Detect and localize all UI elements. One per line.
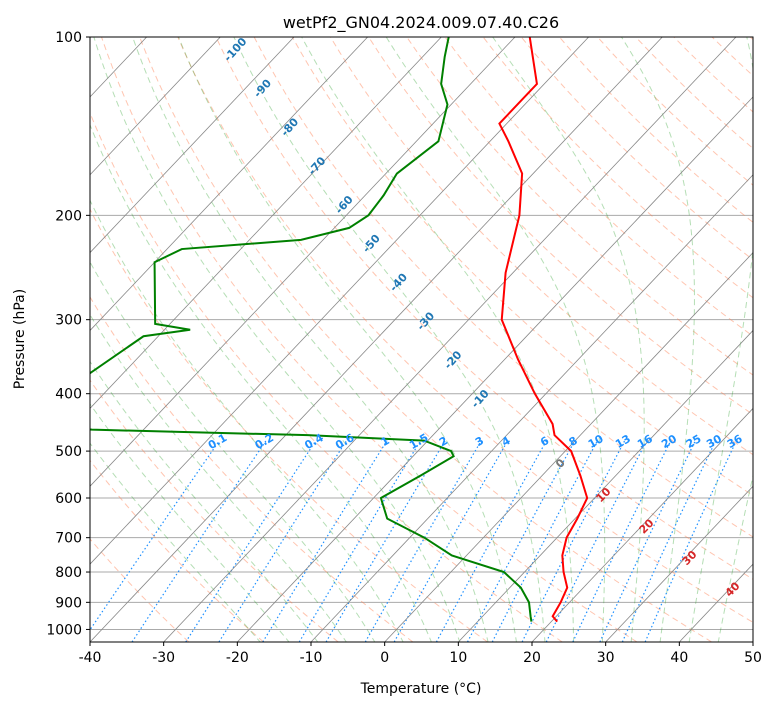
dry-adiabat-line — [482, 37, 753, 299]
x-tick-label: 20 — [523, 650, 541, 666]
dry-adiabat-line — [177, 37, 753, 623]
y-tick-label: 400 — [55, 387, 82, 403]
mixing-ratio-line — [545, 440, 648, 642]
moist-adiabat-line — [385, 37, 606, 642]
plot-frame — [89, 36, 754, 643]
temperature-profile-line — [498, 37, 589, 623]
isotherm-line — [90, 37, 516, 487]
moist-adiabat-line — [90, 360, 319, 642]
mixing-ratio-line — [644, 440, 738, 642]
moist-adiabat-line — [233, 37, 546, 642]
moist-adiabat-line — [492, 37, 645, 642]
mixing-ratio-line — [364, 440, 482, 642]
dewpoint-profile-line — [90, 37, 533, 622]
y-tick-label: 1000 — [46, 622, 82, 638]
moist-adiabat-line — [301, 37, 575, 642]
moist-adiabat-line — [717, 473, 753, 642]
x-axis-ticks: -40 -30 -20 -10 0 10 20 30 40 50 — [79, 642, 762, 666]
x-tick-label: -30 — [152, 650, 175, 666]
dry-adiabat-line — [90, 379, 339, 642]
mixing-ratio-line — [521, 440, 626, 642]
dry-adiabat-line — [215, 37, 753, 580]
moist-adiabat-line — [132, 37, 489, 642]
dry-adiabat-line — [520, 37, 753, 261]
isotherm-line — [90, 37, 295, 254]
y-tick-label: 500 — [55, 444, 82, 460]
moist-adiabats — [90, 37, 753, 642]
isotherm-line — [384, 252, 753, 642]
mixing-ratio-line — [298, 440, 422, 642]
x-axis-title: Temperature (°C) — [360, 681, 482, 697]
moist-adiabat-line — [621, 37, 695, 642]
isotherm-line — [531, 407, 753, 642]
isotherm-line — [605, 485, 753, 642]
moist-adiabat-line — [178, 37, 517, 642]
y-tick-label: 200 — [55, 208, 82, 224]
mixing-ratio-line — [393, 440, 509, 642]
dry-adiabat-line — [406, 37, 753, 376]
x-tick-label: 50 — [744, 650, 762, 666]
y-tick-label: 900 — [55, 595, 82, 611]
isotherm-line — [90, 37, 663, 642]
x-tick-label: -40 — [79, 650, 102, 666]
isotherm-line — [237, 96, 753, 642]
moist-adiabat-line — [93, 37, 461, 642]
dry-adiabat-line — [139, 37, 712, 642]
mixing-ratio-line — [325, 440, 446, 642]
isotherm-line — [163, 37, 737, 642]
y-axis-ticks: 100 200 300 400 500 600 700 800 900 1000 — [46, 30, 90, 638]
moist-adiabat-line — [90, 123, 432, 642]
dry-adiabat-line — [90, 111, 563, 642]
dry-adiabat-line — [90, 459, 264, 642]
plot-area: 0.1 0.2 0.4 0.6 1 1.5 2 3 4 6 8 10 13 16 20 25 30 36-100-… — [90, 37, 753, 642]
dry-adiabat-line — [101, 37, 638, 642]
isotherm-line — [90, 37, 589, 565]
isotherm-line — [90, 37, 221, 176]
dry-adiabat-line — [90, 296, 414, 642]
moist-adiabat-line — [688, 37, 753, 642]
mixing-ratio-line — [131, 440, 267, 642]
y-tick-label: 800 — [55, 565, 82, 581]
mixing-ratio-line — [262, 440, 388, 642]
y-tick-label: 300 — [55, 313, 82, 329]
x-tick-label: -20 — [226, 650, 249, 666]
moist-adiabat-line — [90, 403, 290, 642]
isotherm-line — [458, 329, 753, 642]
isotherm-gridlines — [90, 37, 753, 642]
y-axis-title: Pressure (hPa) — [12, 289, 28, 389]
y-tick-label: 100 — [55, 30, 82, 46]
moist-adiabat-line — [90, 260, 376, 642]
mixing-ratio-line — [572, 440, 672, 642]
mixing-ratio-line — [90, 440, 220, 631]
isotherm-line — [90, 37, 442, 409]
moist-adiabat-line — [90, 199, 404, 642]
sounding-profiles — [90, 37, 589, 623]
x-tick-label: 30 — [597, 650, 615, 666]
mixing-ratio-line — [599, 440, 696, 642]
isobar-gridlines — [90, 37, 753, 630]
isotherm-line — [90, 37, 368, 332]
dry-adiabat-line — [635, 37, 753, 150]
y-tick-label: 600 — [55, 491, 82, 507]
x-tick-label: 10 — [449, 650, 467, 666]
x-tick-label: 0 — [380, 650, 389, 666]
dry-adiabat-line — [291, 37, 753, 497]
isotherm-line — [310, 174, 753, 642]
x-tick-label: -10 — [300, 650, 323, 666]
chart-title: wetPf2_GN04.2024.009.07.40.C26 — [283, 13, 559, 33]
mixing-ratio-lines — [90, 440, 738, 642]
y-tick-label: 700 — [55, 531, 82, 547]
moist-adiabat-line — [90, 313, 347, 642]
x-tick-label: 40 — [670, 650, 688, 666]
dry-adiabat-line — [368, 37, 753, 416]
